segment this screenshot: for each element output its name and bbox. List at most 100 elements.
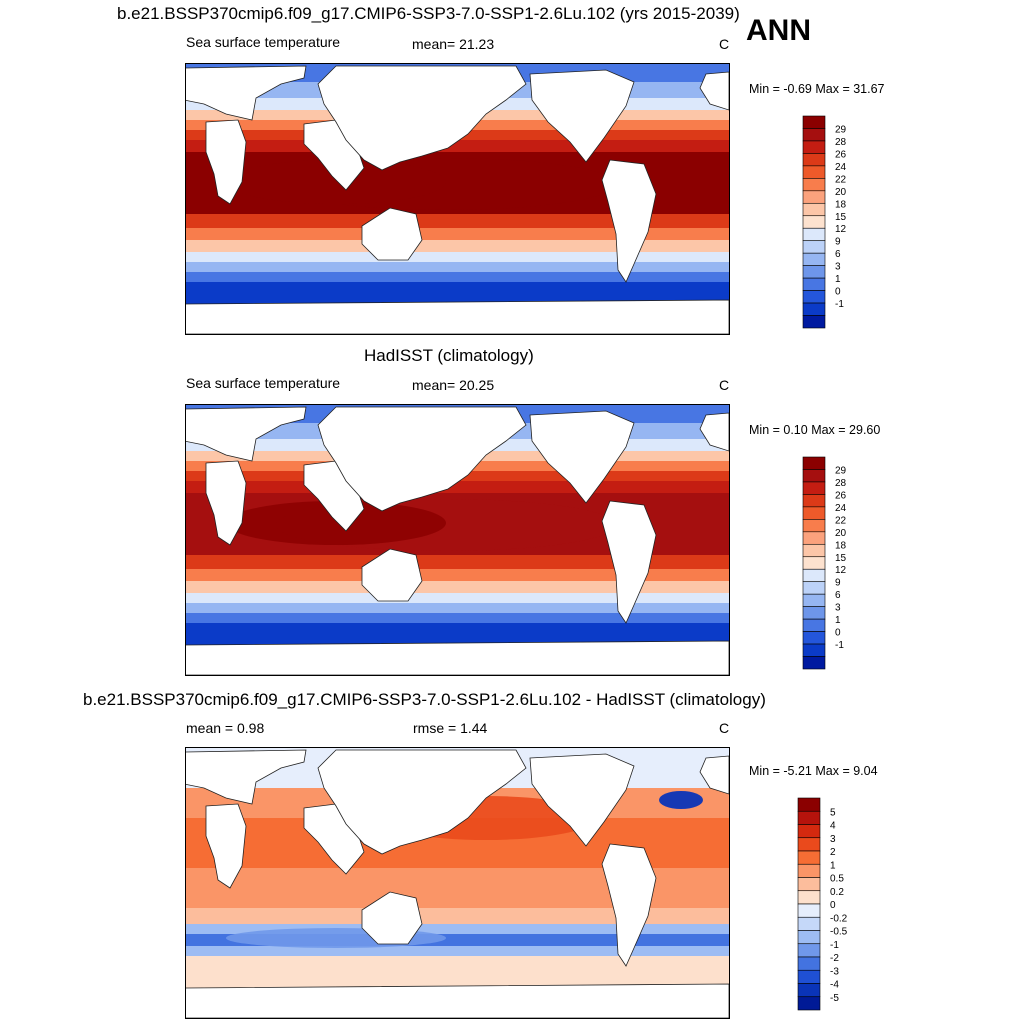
- colorbar-tick-label: 29: [835, 465, 847, 476]
- colorbar-tick-label: 2: [830, 847, 836, 858]
- colorbar-swatch: [802, 631, 826, 645]
- colorbar-tick-label: 4: [830, 821, 836, 832]
- colorbar-swatch: [802, 469, 826, 483]
- continent-outline: [601, 843, 657, 967]
- colorbar-tick-label: 15: [835, 212, 847, 223]
- colorbar-swatch: [802, 581, 826, 595]
- continent-outline: [186, 406, 307, 462]
- continent-outline: [361, 548, 423, 602]
- panel-2-map: [185, 404, 730, 676]
- colorbar-swatch: [802, 115, 826, 129]
- panel-3-minmax: Min = -5.21 Max = 9.04: [749, 764, 878, 778]
- colorbar-tick-label: 18: [835, 199, 847, 210]
- continent-outline: [317, 65, 527, 171]
- colorbar-swatch: [802, 302, 826, 316]
- colorbar-tick-label: -0.5: [830, 927, 848, 938]
- colorbar-swatch: [802, 140, 826, 154]
- colorbar-swatch: [802, 290, 826, 304]
- colorbar-swatch: [797, 916, 821, 931]
- continent-outline: [205, 803, 247, 889]
- colorbar-swatch: [802, 277, 826, 291]
- continent-outline: [601, 159, 657, 283]
- colorbar-tick-label: -1: [830, 940, 839, 951]
- colorbar-swatch: [797, 850, 821, 865]
- colorbar-swatch: [802, 252, 826, 266]
- panel-3-map-graphic: [186, 748, 729, 1018]
- panel-2-colorbar: 29 28 26 24 22 20 18 15 12 9 6 3 1 0 -1: [802, 456, 863, 671]
- continent-outline: [186, 749, 307, 805]
- sst-latitude-band: [186, 603, 729, 615]
- sst-latitude-band: [186, 228, 729, 242]
- sst-latitude-band: [186, 581, 729, 595]
- panel-3-map: [185, 747, 730, 1019]
- panel-1-map: [185, 63, 730, 335]
- continent-outline: [699, 412, 729, 452]
- colorbar-tick-label: 18: [835, 540, 847, 551]
- panel-1-left-label: Sea surface temperature: [186, 34, 341, 50]
- colorbar-tick-label: 12: [835, 224, 847, 235]
- colorbar-tick-label: -3: [830, 966, 839, 977]
- panel-3-title: b.e21.BSSP370cmip6.f09_g17.CMIP6-SSP3-7.…: [83, 690, 766, 709]
- colorbar-swatch: [797, 837, 821, 852]
- colorbar-tick-label: -1: [835, 299, 844, 310]
- anomaly-blob: [659, 791, 703, 809]
- colorbar-tick-label: 0: [835, 628, 841, 639]
- colorbar-tick-label: 15: [835, 553, 847, 564]
- colorbar-tick-label: 1: [830, 860, 836, 871]
- colorbar-swatch: [802, 506, 826, 520]
- continent-outline: [317, 406, 527, 512]
- sst-latitude-band: [186, 555, 729, 573]
- panel-3-mean-label: mean = 0.98: [186, 720, 265, 736]
- colorbar-tick-label: 20: [835, 528, 847, 539]
- colorbar-swatch: [802, 543, 826, 558]
- colorbar-swatch: [797, 890, 821, 905]
- colorbar-tick-label: 3: [835, 603, 841, 614]
- colorbar-swatch: [797, 956, 821, 971]
- colorbar-swatch: [802, 531, 826, 545]
- colorbar-swatch: [802, 202, 826, 217]
- continent-outline: [186, 65, 307, 121]
- colorbar-tick-label: -2: [830, 953, 839, 964]
- sst-latitude-band: [186, 908, 729, 928]
- colorbar-swatch: [802, 178, 826, 192]
- panel-1-minmax: Min = -0.69 Max = 31.67: [749, 82, 885, 96]
- colorbar-tick-label: -1: [835, 640, 844, 651]
- colorbar-swatch: [802, 265, 826, 279]
- continent-outline: [186, 299, 729, 334]
- colorbar-swatch: [802, 227, 826, 242]
- sst-latitude-band: [186, 623, 729, 645]
- colorbar-swatch: [797, 877, 821, 892]
- colorbar-swatch: [797, 863, 821, 878]
- panel-1-colorbar: 29 28 26 24 22 20 18 15 12 9 6 3 1 0 -1: [802, 115, 863, 330]
- warm-pool-core-blob: [226, 160, 446, 204]
- sst-latitude-band: [186, 593, 729, 605]
- colorbar-swatch: [802, 190, 826, 204]
- colorbar-tick-label: 9: [835, 237, 841, 248]
- sst-latitude-band: [186, 252, 729, 264]
- sst-latitude-band: [186, 262, 729, 274]
- colorbar-tick-label: 3: [835, 262, 841, 273]
- colorbar-tick-label: 22: [835, 174, 847, 185]
- colorbar-tick-label: 1: [835, 274, 841, 285]
- colorbar-swatch: [797, 930, 821, 945]
- continent-outline: [529, 410, 635, 504]
- sst-latitude-band: [186, 240, 729, 254]
- colorbar-tick-label: -0.2: [830, 913, 848, 924]
- colorbar-tick-label: 3: [830, 834, 836, 845]
- colorbar-swatch: [797, 983, 821, 998]
- sst-latitude-band: [186, 282, 729, 304]
- panel-3-colorbar: 5 4 3 2 1 0.5 0.2 0 -0.2 -0.5 -1 -2 -3 -4 -5: [797, 797, 858, 1012]
- colorbar-swatch: [797, 996, 821, 1011]
- panel-2-left-label: Sea surface temperature: [186, 375, 341, 391]
- panel-1-mean-label: mean= 21.23: [412, 36, 495, 52]
- colorbar-swatch: [802, 456, 826, 470]
- colorbar-swatch: [802, 556, 826, 570]
- colorbar-swatch: [797, 903, 821, 918]
- continent-outline: [529, 753, 635, 847]
- colorbar-tick-label: 6: [835, 249, 841, 260]
- panel-1-units: C: [719, 36, 730, 52]
- colorbar-swatch: [802, 240, 826, 254]
- colorbar-tick-label: 5: [830, 807, 836, 818]
